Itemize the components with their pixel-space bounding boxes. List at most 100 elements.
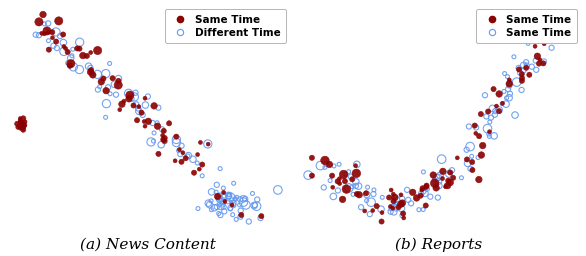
Point [124,97,134,101]
Point [75,68,84,72]
Point [218,201,227,205]
Point [483,110,493,114]
Point [273,188,282,192]
Point [432,175,441,179]
Point [503,74,512,79]
Point [154,152,163,156]
Point [338,197,347,201]
Point [515,67,524,71]
Point [468,160,477,164]
Point [105,61,114,66]
Point [130,95,139,99]
Point [101,89,111,93]
Point [99,77,108,81]
Point [82,54,91,58]
Point [224,193,234,197]
Point [21,120,30,124]
Point [438,169,448,173]
Point [226,195,235,199]
Point [40,22,49,26]
Point [509,55,519,59]
Point [44,48,53,52]
Point [335,162,344,166]
Point [430,181,440,185]
Point [203,142,213,146]
Point [134,109,144,113]
Point [490,113,500,117]
Point [34,20,43,24]
Point [86,50,96,55]
Point [344,170,353,174]
Point [420,191,430,195]
Point [408,190,417,194]
Point [421,204,430,208]
Point [548,20,558,24]
Point [505,81,515,85]
Point [172,137,181,142]
Point [228,213,237,217]
Point [363,185,372,189]
Point [492,104,501,108]
Point [473,155,483,159]
Point [86,68,96,72]
Point [553,24,562,28]
Point [322,162,331,166]
Point [73,46,82,50]
Point [176,152,185,156]
Point [219,190,229,194]
Point [377,219,386,223]
Point [172,141,181,145]
Point [386,207,396,211]
Point [159,129,168,133]
Point [407,201,416,205]
Point [352,162,362,166]
Point [403,188,412,192]
Point [304,173,313,177]
Point [517,72,526,76]
Point [66,56,76,60]
Point [114,77,123,81]
Point [421,185,431,189]
Point [193,207,203,211]
Point [488,106,497,110]
Point [347,177,357,181]
Point [220,209,229,214]
Point [325,162,334,166]
Point [422,184,431,188]
Point [418,207,428,211]
Point [148,121,158,125]
Point [396,202,406,206]
Point [214,196,224,200]
Point [468,168,477,172]
Point [207,190,216,194]
Point [466,167,475,171]
Point [541,34,551,38]
Point [193,153,202,157]
Point [216,213,225,217]
Point [329,164,339,168]
Point [552,13,561,17]
Point [236,215,245,219]
Point [124,91,133,95]
Point [544,34,554,38]
Point [352,192,362,196]
Point [467,154,476,158]
Point [514,66,523,70]
Point [376,207,386,211]
Point [156,143,166,147]
Point [141,103,150,107]
Point [239,200,248,204]
Point [12,122,22,126]
Point [138,113,147,117]
Point [462,148,471,152]
Point [132,118,142,122]
Point [193,161,202,165]
Point [333,179,342,183]
Point [547,46,556,50]
Point [252,204,261,208]
Point [344,186,353,190]
Point [13,125,22,129]
Point [447,168,456,172]
Point [158,133,168,137]
Point [522,66,531,70]
